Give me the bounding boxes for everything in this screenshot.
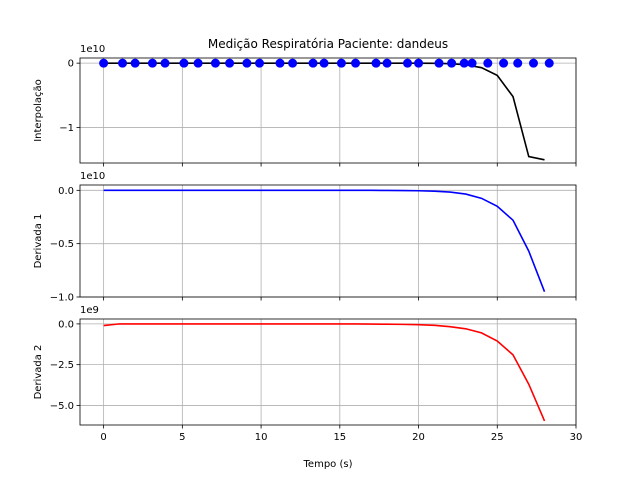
y-tick-label: −0.5	[50, 239, 74, 250]
series-line	[103, 323, 546, 422]
scatter-point	[483, 58, 493, 68]
x-tick-label: 25	[491, 432, 504, 443]
scatter-point	[308, 58, 318, 68]
axes-frame	[79, 184, 577, 298]
scatter-point	[403, 58, 413, 68]
x-tick-label: 10	[255, 432, 268, 443]
scatter-point	[513, 58, 523, 68]
scatter-point	[414, 58, 424, 68]
scatter-point	[382, 58, 392, 68]
y-offset-text: 1e9	[80, 305, 99, 316]
y-offset-text: 1e10	[80, 44, 105, 55]
y-tick-label: 0.0	[58, 319, 74, 330]
panels: 0 −1 1e10 Interpolação 0.0 −0.5 −1.0 1e10 Deriva…	[33, 44, 582, 443]
scatter-point	[275, 58, 285, 68]
scatter-point	[336, 58, 346, 68]
scatter-point	[179, 58, 189, 68]
y-offset-text: 1e10	[80, 171, 105, 182]
y-axis-label: Derivada 1	[33, 214, 44, 269]
scatter-point	[118, 58, 128, 68]
scatter-point	[447, 58, 457, 68]
y-tick-label: 0	[68, 59, 74, 70]
panel-3: 0 5 10 15 20 25 30 0.0 −2.5 −5.0 1e9 Derivada 2	[33, 305, 582, 443]
scatter-point	[288, 58, 298, 68]
panel-1: 0 −1 1e10 Interpolação	[33, 44, 577, 167]
y-tick-label: −5.0	[50, 401, 74, 412]
x-tick-label: 5	[179, 432, 185, 443]
scatter-point	[160, 58, 170, 68]
axes-frame	[79, 318, 577, 426]
y-tick-label: −1.0	[50, 293, 74, 304]
x-tick-label: 0	[100, 432, 106, 443]
y-axis-label: Interpolação	[33, 79, 44, 142]
scatter-point	[193, 58, 203, 68]
scatter-point	[528, 58, 538, 68]
x-axis-label: Tempo (s)	[303, 459, 353, 470]
scatter-point	[459, 58, 469, 68]
scatter-point	[130, 58, 140, 68]
chart-title: Medição Respiratória Paciente: dandeus	[208, 37, 448, 51]
x-tick-label: 20	[412, 432, 425, 443]
scatter-point	[210, 58, 220, 68]
series-line	[103, 62, 545, 161]
scatter-point	[467, 58, 477, 68]
y-axis-label: Derivada 2	[33, 345, 44, 400]
y-tick-label: −1	[59, 123, 74, 134]
scatter-point	[499, 58, 509, 68]
scatter-point	[99, 58, 109, 68]
y-tick-label: −2.5	[50, 360, 74, 371]
scatter-point	[255, 58, 265, 68]
x-tick-label: 15	[333, 432, 346, 443]
x-tick-label: 30	[570, 432, 583, 443]
scatter-point	[147, 58, 157, 68]
axes-frame	[79, 57, 577, 164]
scatter-point	[371, 58, 381, 68]
panel-2: 0.0 −0.5 −1.0 1e10 Derivada 1	[33, 171, 577, 304]
scatter-point	[319, 58, 329, 68]
scatter-point	[434, 58, 444, 68]
scatter-point	[242, 58, 252, 68]
scatter-point	[544, 58, 554, 68]
scatter-point	[351, 58, 361, 68]
y-tick-label: 0.0	[58, 186, 74, 197]
scatter-point	[225, 58, 235, 68]
series-line	[103, 189, 546, 292]
